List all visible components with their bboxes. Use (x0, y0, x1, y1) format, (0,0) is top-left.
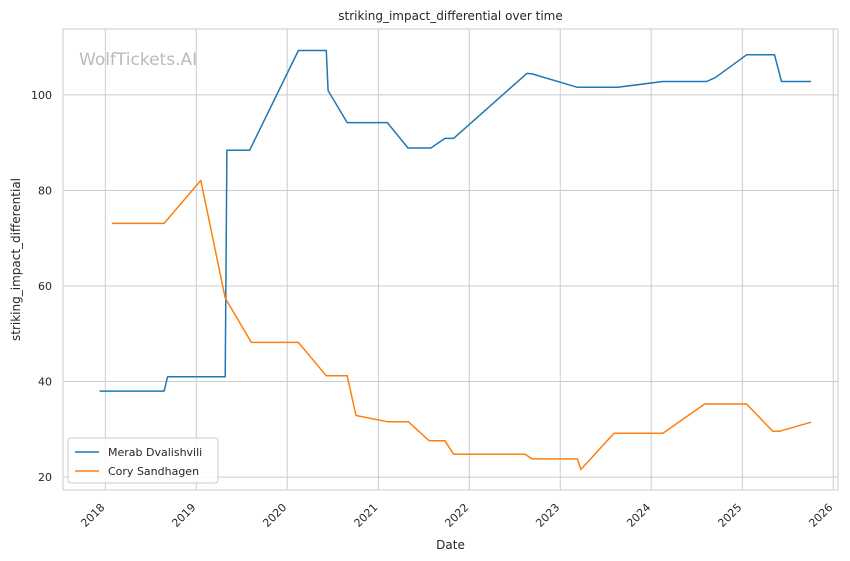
series-line-merab (99, 49, 812, 392)
legend-box (67, 437, 219, 484)
y-tick-label: 100 (31, 89, 52, 102)
y-tick-label: 20 (38, 471, 52, 484)
y-tick-labels: 20 40 60 80 100 (31, 89, 52, 484)
series-line-cory (111, 179, 812, 471)
y-tick-label: 80 (38, 184, 52, 197)
y-axis-label: striking_impact_differential (9, 178, 23, 341)
x-axis-label: Date (436, 538, 465, 552)
legend: Merab Dvalishvili Cory Sandhagen (67, 437, 219, 484)
grid-lines (63, 29, 838, 490)
chart-title: striking_impact_differential over time (338, 9, 563, 23)
y-tick-label: 40 (38, 376, 52, 389)
legend-label-merab: Merab Dvalishvili (108, 446, 202, 459)
y-tick-label: 60 (38, 280, 52, 293)
series-lines (99, 49, 812, 471)
plot-frame (62, 28, 839, 491)
watermark-text: WolfTickets.AI (79, 50, 197, 70)
legend-label-cory: Cory Sandhagen (108, 465, 199, 478)
